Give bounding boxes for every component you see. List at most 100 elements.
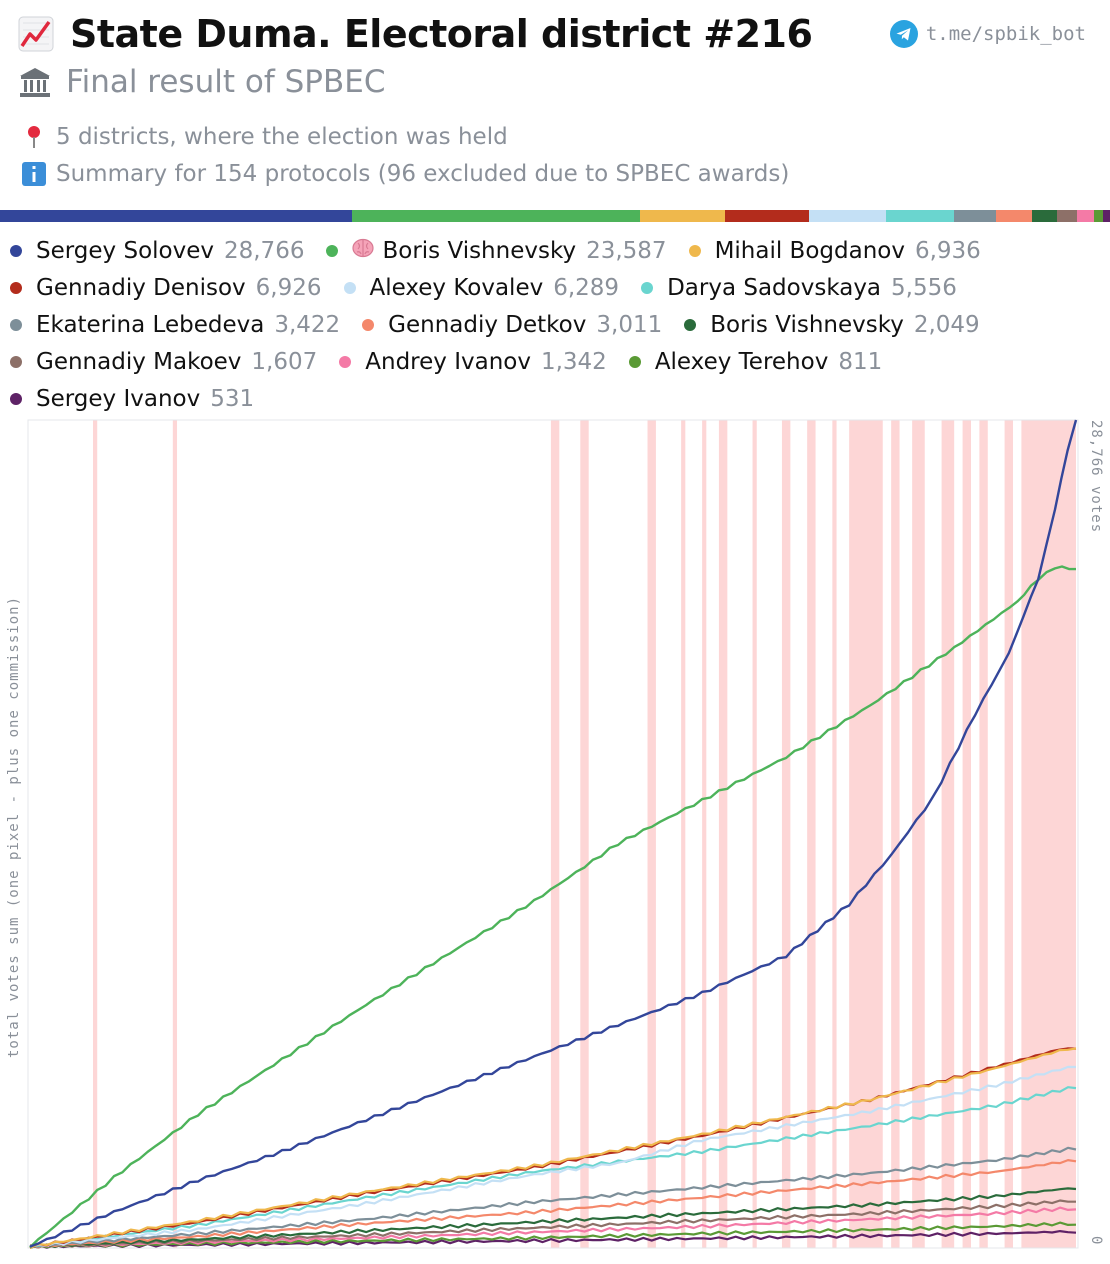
legend-vote-count: 3,011 [596, 311, 663, 338]
legend-candidate-name: Andrey Ivanov [365, 348, 531, 375]
excluded-protocol-band [941, 420, 955, 1248]
legend-item[interactable]: Boris Vishnevsky 2,049 [684, 311, 980, 338]
page-title: State Duma. Electoral district #216 [70, 12, 813, 56]
series-line [29, 1047, 1077, 1249]
excluded-protocol-band [1021, 420, 1076, 1248]
share-segment [351, 210, 640, 222]
legend-color-dot [641, 281, 654, 294]
legend-vote-count: 2,049 [913, 311, 980, 338]
share-segment [885, 210, 954, 222]
legend-item[interactable]: Alexey Kovalev 6,289 [343, 274, 620, 301]
y-axis-label: total votes sum (one pixel - plus one co… [6, 596, 22, 1058]
excluded-protocol-band [702, 420, 707, 1248]
chart-area: total votes sum (one pixel - plus one co… [0, 418, 1110, 1260]
series-lines [29, 419, 1078, 1250]
legend-vote-count: 3,422 [274, 311, 341, 338]
legend-candidate-name: Alexey Terehov [654, 348, 829, 375]
legend-color-dot [10, 281, 22, 294]
share-segment [639, 210, 725, 222]
legend-candidate-name: Boris Vishnevsky [710, 311, 904, 338]
page-subtitle: Final result of SPBEC [66, 64, 386, 100]
plot-frame [27, 419, 1079, 1249]
legend-color-dot [10, 392, 22, 405]
legend-color-dot [10, 244, 22, 257]
telegram-link-text[interactable]: t.me/spbik_bot [925, 23, 1086, 45]
y-min-label: 0 [1088, 1236, 1104, 1244]
legend-color-dot [10, 318, 22, 331]
legend-color-dot [326, 244, 339, 257]
legend-row: Gennadiy Denisov 6,926 Alexey Kovalev 6,289… [10, 269, 1100, 306]
round-pushpin-icon [28, 126, 40, 148]
series-line [29, 1221, 1077, 1249]
districts-text: 5 districts, where the election was held [56, 124, 508, 150]
cumulative-votes-chart: total votes sum (one pixel - plus one co… [6, 419, 1104, 1250]
legend-item[interactable]: Sergey Solovev 28,766 [10, 238, 304, 264]
telegram-link[interactable]: t.me/spbik_bot [889, 20, 1086, 48]
series-line [29, 1146, 1077, 1248]
legend-color-dot [628, 355, 641, 368]
legend-item[interactable]: Ekaterina Lebedeva 3,422 [10, 312, 340, 338]
share-segment [953, 210, 996, 222]
excluded-protocol-band [807, 420, 816, 1248]
excluded-protocol-band [647, 420, 656, 1248]
excluded-protocol-band [718, 420, 728, 1248]
legend-candidate-name: Mihail Bogdanov [714, 237, 905, 264]
share-segment [995, 210, 1033, 222]
legend-candidate-name: Gennadiy Makoev [36, 348, 242, 375]
share-segment [724, 210, 810, 222]
summary-text: Summary for 154 protocols (96 excluded d… [56, 161, 790, 187]
series-line [29, 1086, 1077, 1248]
excluded-protocol-band [979, 420, 988, 1248]
legend-color-dot [343, 281, 356, 294]
legend-vote-count: 1,342 [540, 348, 607, 375]
legend-row: Sergey Solovev 28,766 Boris Vishnevsky 23,5… [10, 232, 1100, 269]
legend-vote-count: 23,587 [586, 237, 667, 264]
excluded-protocol-band [172, 420, 178, 1248]
y-max-label: 28,766 votes [1088, 420, 1104, 533]
excluded-protocol-band [550, 420, 560, 1248]
excluded-protocol-band [962, 420, 971, 1248]
brain-icon [352, 238, 375, 263]
legend-item[interactable]: Gennadiy Detkov 3,011 [362, 312, 662, 338]
title-row: State Duma. Electoral district #216 [18, 12, 813, 56]
legend-vote-count: 6,926 [255, 274, 322, 301]
legend-row: Gennadiy Makoev 1,607 Andrey Ivanov 1,342 Al… [10, 343, 1100, 380]
legend-vote-count: 5,556 [891, 274, 957, 301]
series-line [29, 1230, 1077, 1250]
summary-info: Summary for 154 protocols (96 excluded d… [22, 161, 789, 187]
share-segment [809, 210, 886, 222]
excluded-protocol-band [912, 420, 925, 1248]
excluded-protocol-band [752, 420, 757, 1248]
subtitle-row: Final result of SPBEC [18, 64, 385, 100]
legend-item[interactable]: Darya Sadovskaya 5,556 [641, 275, 957, 301]
chart-increasing-icon [18, 16, 54, 52]
legend-item[interactable]: Andrey Ivanov 1,342 [339, 349, 607, 375]
share-segment [1103, 210, 1110, 222]
telegram-icon [889, 20, 918, 48]
information-icon [22, 162, 46, 186]
excluded-protocol-band [781, 420, 791, 1248]
excluded-protocol-band [580, 420, 589, 1248]
legend-vote-count: 28,766 [223, 237, 305, 264]
legend-vote-count: 6,936 [914, 237, 981, 264]
legend-candidate-name: Gennadiy Denisov [36, 274, 246, 301]
legend-item[interactable]: Alexey Terehov 811 [628, 348, 882, 375]
legend-item[interactable]: Sergey Ivanov 531 [10, 386, 254, 412]
series-line [29, 1159, 1077, 1249]
legend-color-dot [10, 355, 22, 368]
legend-item[interactable]: Mihail Bogdanov 6,936 [688, 237, 981, 264]
legend-candidate-name: Boris Vishnevsky [382, 237, 577, 264]
legend-item[interactable]: Gennadiy Denisov 6,926 [10, 275, 322, 301]
legend-vote-count: 531 [210, 385, 255, 412]
legend-vote-count: 6,289 [553, 274, 620, 301]
districts-info: 5 districts, where the election was held [22, 124, 508, 150]
legend-color-dot [688, 244, 701, 257]
legend-item[interactable]: Boris Vishnevsky 23,587 [326, 237, 667, 264]
legend-color-dot [362, 318, 375, 331]
legend-candidate-name: Darya Sadovskaya [667, 274, 882, 301]
legend-candidate-name: Sergey Ivanov [36, 385, 201, 412]
series-line [29, 1065, 1077, 1249]
legend-item[interactable]: Gennadiy Makoev 1,607 [10, 349, 317, 375]
excluded-protocol-band [891, 420, 900, 1248]
legend-candidate-name: Sergey Solovev [36, 237, 214, 264]
